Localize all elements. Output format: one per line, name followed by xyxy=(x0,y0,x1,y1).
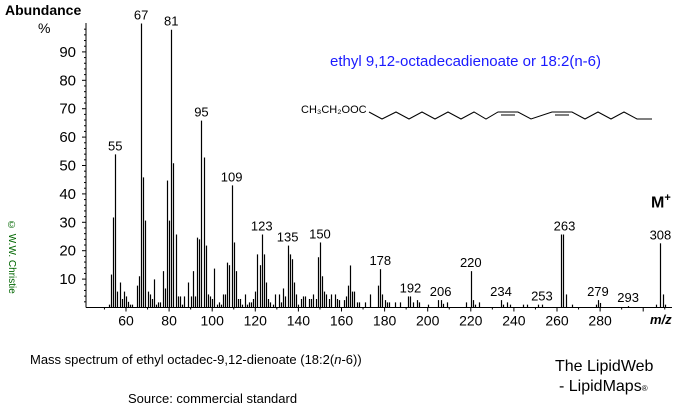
chemical-structure xyxy=(368,111,652,120)
x-tick-label: 80 xyxy=(161,313,177,329)
peak-label-67: 67 xyxy=(134,8,148,23)
x-tick-label: 180 xyxy=(373,313,397,329)
x-tick-label: 60 xyxy=(118,313,134,329)
x-tick-label: 140 xyxy=(287,313,311,329)
x-tick-label: 280 xyxy=(588,313,612,329)
y-tick-label: 90 xyxy=(59,44,76,61)
source-text: Source: commercial standard xyxy=(128,391,298,406)
peak-label-109: 109 xyxy=(221,169,243,184)
peak-label-81: 81 xyxy=(164,14,178,29)
x-axis-title: m/z xyxy=(650,312,672,327)
y-tick-label: 30 xyxy=(59,214,76,231)
peak-label-55: 55 xyxy=(108,138,122,153)
registered-mark: ® xyxy=(641,384,648,393)
structure-formula: CH₃CH₂OOC xyxy=(301,104,367,116)
peak-label-135: 135 xyxy=(277,230,299,245)
peak-label-263: 263 xyxy=(554,219,576,234)
x-tick-label: 160 xyxy=(330,313,354,329)
y-tick-label: 60 xyxy=(59,129,76,146)
peak-label-279: 279 xyxy=(587,284,609,299)
x-tick-label: 100 xyxy=(201,313,225,329)
copyright-text: © W.W. Christie xyxy=(6,220,17,294)
x-tick-label: 120 xyxy=(244,313,268,329)
peak-label-178: 178 xyxy=(369,253,391,268)
brand-line-1: The LipidWeb xyxy=(555,358,654,375)
x-tick-label: 240 xyxy=(502,313,526,329)
y-tick-label: 20 xyxy=(59,243,76,260)
peak-label-293: 293 xyxy=(617,290,639,305)
peak-bars xyxy=(108,23,667,308)
peak-label-95: 95 xyxy=(194,105,208,120)
y-tick-label: 50 xyxy=(59,158,76,175)
y-tick-label: 80 xyxy=(59,72,76,89)
caption-pre: Mass spectrum of ethyl octadec-9,12-dien… xyxy=(30,352,335,367)
x-tick-label: 260 xyxy=(545,313,569,329)
peak-label-308: 308 xyxy=(650,227,672,242)
caption: Mass spectrum of ethyl octadec-9,12-dien… xyxy=(30,352,362,367)
molecular-ion-label: M+ xyxy=(651,192,671,212)
y-tick-label: 10 xyxy=(59,271,76,288)
caption-n: n xyxy=(334,352,342,367)
x-tick-label: 220 xyxy=(459,313,483,329)
caption-post: -6)) xyxy=(341,352,362,367)
peak-labels: 55 67 81 95 109 123 135 150 178 192 206 220 234 253 26… xyxy=(108,8,671,306)
carbon-chain xyxy=(368,111,652,120)
peak-label-123: 123 xyxy=(251,219,273,234)
y-axis-unit: % xyxy=(38,20,51,36)
molecular-ion-text: M xyxy=(651,194,665,212)
peak-label-150: 150 xyxy=(309,226,331,241)
y-tick-label: 40 xyxy=(59,186,76,203)
peak-label-220: 220 xyxy=(460,255,482,270)
y-tick-label: 70 xyxy=(59,101,76,118)
peak-label-253: 253 xyxy=(531,289,553,304)
peak-label-234: 234 xyxy=(490,284,512,299)
peak-label-206: 206 xyxy=(430,284,452,299)
brand-line-2-text: - LipidMaps xyxy=(559,378,642,395)
brand-line-2: - LipidMaps® xyxy=(559,378,648,396)
peak-label-192: 192 xyxy=(400,280,422,295)
chart-title: ethyl 9,12-octadecadienoate or 18:2(n-6) xyxy=(330,53,602,70)
y-axis-title: Abundance xyxy=(5,2,82,18)
axes: 10 20 30 40 50 60 70 80 90 60 80 100 120 140 160 180 200… xyxy=(59,23,672,329)
molecular-ion-charge: + xyxy=(664,192,671,204)
x-tick-label: 200 xyxy=(416,313,440,329)
